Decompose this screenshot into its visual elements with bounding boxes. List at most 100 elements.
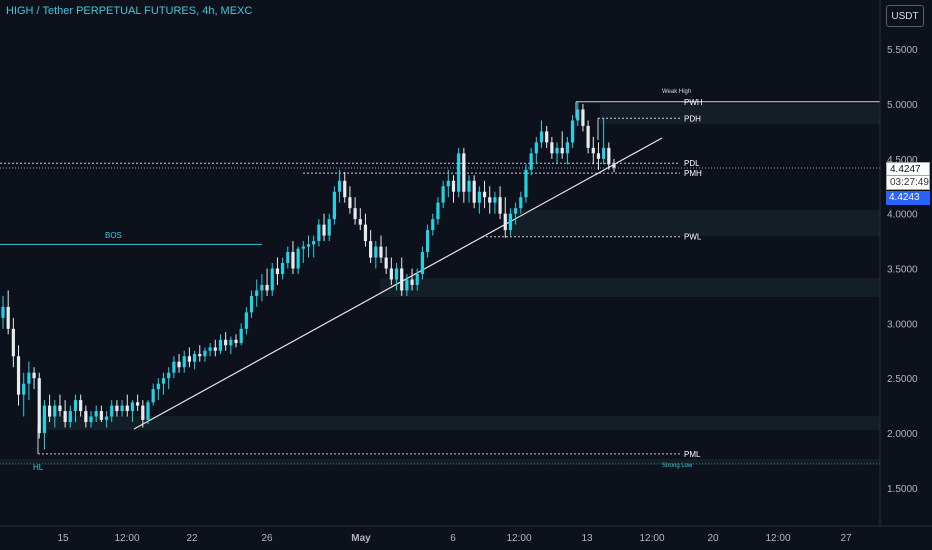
second-price-label: 4.4243 <box>886 191 930 205</box>
x-tick-label: 27 <box>840 533 852 544</box>
candle-body <box>6 306 10 329</box>
candle-body <box>332 191 336 220</box>
candle <box>363 213 368 247</box>
y-tick-label: 2.0000 <box>887 429 918 440</box>
candle-body <box>151 389 155 403</box>
candle <box>296 246 300 274</box>
candle <box>555 142 559 165</box>
candle-body <box>182 356 186 368</box>
candle-body <box>400 268 404 291</box>
candle <box>317 219 321 247</box>
candle-body <box>524 169 528 198</box>
candle-body <box>89 416 93 423</box>
candle <box>374 241 378 269</box>
candle <box>63 400 67 428</box>
candle-body <box>467 180 471 192</box>
x-tick-label: 20 <box>707 533 719 544</box>
candle <box>260 273 264 302</box>
candle <box>11 317 15 368</box>
candle <box>104 411 109 428</box>
y-tick-label: 1.5000 <box>887 484 918 495</box>
candle-body <box>431 219 435 231</box>
candle-body <box>612 164 616 168</box>
candle <box>234 334 238 348</box>
candle <box>125 394 129 417</box>
candle <box>84 405 88 428</box>
candle-body <box>244 312 248 329</box>
candle-body <box>581 109 585 126</box>
candle-body <box>16 356 21 395</box>
candle-body <box>1 306 5 318</box>
candle <box>581 104 585 132</box>
candle-body <box>306 244 311 247</box>
candle <box>451 175 456 203</box>
candle-body <box>503 213 507 231</box>
candle-body <box>84 411 88 423</box>
annotation-bos: BOS <box>105 231 122 240</box>
candle-body <box>358 219 362 225</box>
x-tick-label: 13 <box>581 533 593 544</box>
candle <box>431 213 435 236</box>
candle <box>167 367 171 390</box>
candle-body <box>369 241 373 258</box>
candle <box>218 334 223 355</box>
candle <box>99 405 103 423</box>
zone-0 <box>510 210 880 236</box>
candle-body <box>560 147 564 154</box>
chart-title: HIGH / Tether PERPETUAL FUTURES, 4h, MEX… <box>6 5 253 17</box>
candle <box>192 350 197 370</box>
candle-body <box>203 350 207 357</box>
candle-body <box>234 339 238 344</box>
candle <box>332 186 336 225</box>
x-tick-label: 12:00 <box>114 533 139 544</box>
candle <box>16 345 21 406</box>
currency-button[interactable]: USDT <box>886 5 924 27</box>
candle-body <box>394 268 399 280</box>
candle <box>394 263 399 291</box>
candle <box>534 136 538 165</box>
candle-body <box>405 279 409 291</box>
candle-body <box>602 147 606 159</box>
candle-body <box>281 263 285 274</box>
candle-body <box>498 197 502 214</box>
candle <box>503 197 507 238</box>
candle <box>550 136 554 159</box>
candle <box>68 405 72 428</box>
candle <box>389 257 393 285</box>
candle <box>570 114 575 148</box>
candle <box>306 235 311 258</box>
candle <box>607 142 611 170</box>
candle-body <box>270 268 274 291</box>
annotation-strong-low: Strong Low <box>662 463 693 469</box>
candle-body <box>167 372 171 379</box>
candle-body <box>239 328 243 344</box>
candle-body <box>576 109 580 121</box>
candle <box>425 224 430 258</box>
candle <box>493 191 497 214</box>
candle-body <box>348 197 352 209</box>
candle-body <box>265 284 269 291</box>
candle-body <box>389 268 393 280</box>
candle <box>529 147 533 176</box>
candle-body <box>301 246 305 249</box>
candle <box>177 354 181 373</box>
candle-body <box>48 405 52 417</box>
candle <box>410 268 414 291</box>
candle-body <box>110 405 114 417</box>
candle-body <box>213 347 217 351</box>
candle-body <box>79 400 83 412</box>
candle-body <box>586 125 590 148</box>
candle <box>545 125 549 148</box>
candle-body <box>296 248 300 269</box>
candle-body <box>457 153 461 192</box>
candle-body <box>94 411 98 417</box>
candle-body <box>446 180 450 187</box>
candle <box>265 268 269 296</box>
candle <box>27 361 31 401</box>
candle <box>281 257 285 280</box>
candle-body <box>607 147 611 165</box>
candle-body <box>141 405 145 420</box>
candle <box>198 345 202 362</box>
x-tick-label: 12:00 <box>639 533 664 544</box>
